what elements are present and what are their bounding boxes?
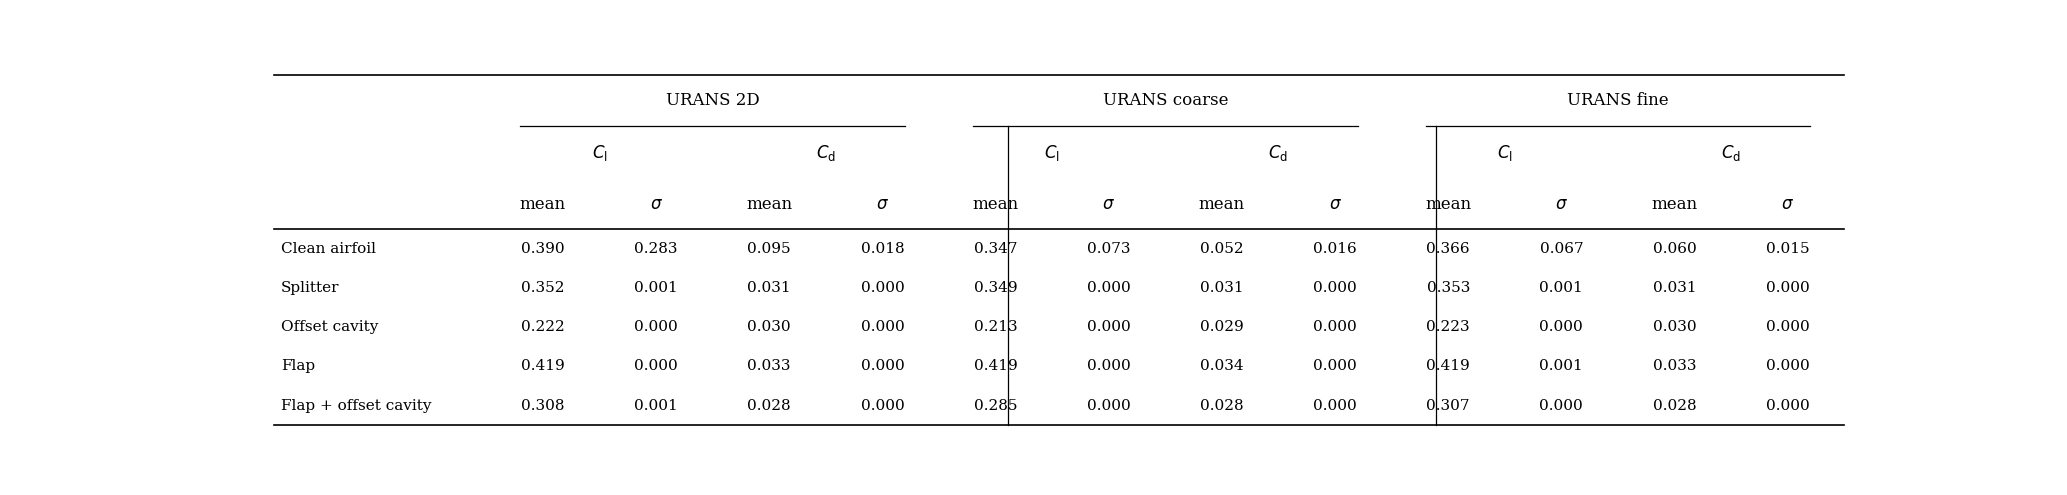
Text: 0.029: 0.029 [1201, 320, 1244, 334]
Text: 0.015: 0.015 [1765, 242, 1809, 255]
Text: 0.285: 0.285 [974, 398, 1017, 413]
Text: 0.000: 0.000 [1765, 398, 1809, 413]
Text: 0.000: 0.000 [1087, 320, 1131, 334]
Text: 0.000: 0.000 [1765, 320, 1809, 334]
Text: 0.000: 0.000 [1540, 320, 1583, 334]
Text: 0.213: 0.213 [974, 320, 1017, 334]
Text: $C_\mathrm{l}$: $C_\mathrm{l}$ [591, 143, 608, 162]
Text: 0.419: 0.419 [1426, 359, 1470, 373]
Text: URANS 2D: URANS 2D [666, 92, 759, 108]
Text: 0.000: 0.000 [635, 359, 678, 373]
Text: $\sigma$: $\sigma$ [1329, 196, 1341, 213]
Text: 0.000: 0.000 [1765, 359, 1809, 373]
Text: 0.073: 0.073 [1087, 242, 1131, 255]
Text: $\sigma$: $\sigma$ [876, 196, 889, 213]
Text: 0.353: 0.353 [1426, 281, 1470, 295]
Text: mean: mean [519, 196, 566, 213]
Text: 0.033: 0.033 [748, 359, 792, 373]
Text: 0.028: 0.028 [1201, 398, 1244, 413]
Text: 0.000: 0.000 [1313, 281, 1356, 295]
Text: 0.000: 0.000 [1313, 320, 1356, 334]
Text: 0.000: 0.000 [1313, 398, 1356, 413]
Text: 0.000: 0.000 [1765, 281, 1809, 295]
Text: $C_\mathrm{d}$: $C_\mathrm{d}$ [816, 143, 835, 162]
Text: 0.419: 0.419 [974, 359, 1017, 373]
Text: 0.352: 0.352 [521, 281, 564, 295]
Text: 0.033: 0.033 [1654, 359, 1697, 373]
Text: $C_\mathrm{l}$: $C_\mathrm{l}$ [1044, 143, 1060, 162]
Text: 0.223: 0.223 [1426, 320, 1470, 334]
Text: 0.000: 0.000 [860, 320, 903, 334]
Text: 0.000: 0.000 [860, 398, 903, 413]
Text: $C_\mathrm{l}$: $C_\mathrm{l}$ [1497, 143, 1513, 162]
Text: 0.001: 0.001 [1540, 281, 1583, 295]
Text: 0.031: 0.031 [1201, 281, 1244, 295]
Text: 0.308: 0.308 [521, 398, 564, 413]
Text: $\sigma$: $\sigma$ [649, 196, 664, 213]
Text: 0.366: 0.366 [1426, 242, 1470, 255]
Text: 0.018: 0.018 [860, 242, 903, 255]
Text: mean: mean [1652, 196, 1697, 213]
Text: 0.028: 0.028 [1654, 398, 1697, 413]
Text: 0.000: 0.000 [1087, 398, 1131, 413]
Text: 0.307: 0.307 [1426, 398, 1470, 413]
Text: 0.347: 0.347 [974, 242, 1017, 255]
Text: 0.000: 0.000 [1540, 398, 1583, 413]
Text: 0.001: 0.001 [635, 281, 678, 295]
Text: $C_\mathrm{d}$: $C_\mathrm{d}$ [1722, 143, 1740, 162]
Text: 0.390: 0.390 [521, 242, 564, 255]
Text: $\sigma$: $\sigma$ [1554, 196, 1569, 213]
Text: mean: mean [971, 196, 1019, 213]
Text: 0.001: 0.001 [635, 398, 678, 413]
Text: 0.000: 0.000 [860, 359, 903, 373]
Text: $C_\mathrm{d}$: $C_\mathrm{d}$ [1269, 143, 1288, 162]
Text: URANS coarse: URANS coarse [1102, 92, 1228, 108]
Text: 0.222: 0.222 [521, 320, 564, 334]
Text: mean: mean [746, 196, 792, 213]
Text: mean: mean [1199, 196, 1244, 213]
Text: 0.000: 0.000 [1087, 359, 1131, 373]
Text: Offset cavity: Offset cavity [281, 320, 378, 334]
Text: Flap + offset cavity: Flap + offset cavity [281, 398, 432, 413]
Text: 0.016: 0.016 [1313, 242, 1356, 255]
Text: 0.052: 0.052 [1201, 242, 1244, 255]
Text: 0.060: 0.060 [1654, 242, 1697, 255]
Text: 0.034: 0.034 [1201, 359, 1244, 373]
Text: $\sigma$: $\sigma$ [1782, 196, 1794, 213]
Text: 0.095: 0.095 [748, 242, 792, 255]
Text: 0.031: 0.031 [1654, 281, 1697, 295]
Text: 0.030: 0.030 [1654, 320, 1697, 334]
Text: 0.283: 0.283 [635, 242, 678, 255]
Text: 0.000: 0.000 [635, 320, 678, 334]
Text: 0.000: 0.000 [1313, 359, 1356, 373]
Text: 0.030: 0.030 [748, 320, 792, 334]
Text: Flap: Flap [281, 359, 314, 373]
Text: 0.000: 0.000 [860, 281, 903, 295]
Text: 0.000: 0.000 [1087, 281, 1131, 295]
Text: 0.001: 0.001 [1540, 359, 1583, 373]
Text: URANS fine: URANS fine [1567, 92, 1668, 108]
Text: Clean airfoil: Clean airfoil [281, 242, 376, 255]
Text: $\sigma$: $\sigma$ [1102, 196, 1116, 213]
Text: 0.419: 0.419 [521, 359, 564, 373]
Text: mean: mean [1424, 196, 1472, 213]
Text: 0.349: 0.349 [974, 281, 1017, 295]
Text: 0.028: 0.028 [748, 398, 792, 413]
Text: Splitter: Splitter [281, 281, 339, 295]
Text: 0.031: 0.031 [748, 281, 792, 295]
Text: 0.067: 0.067 [1540, 242, 1583, 255]
